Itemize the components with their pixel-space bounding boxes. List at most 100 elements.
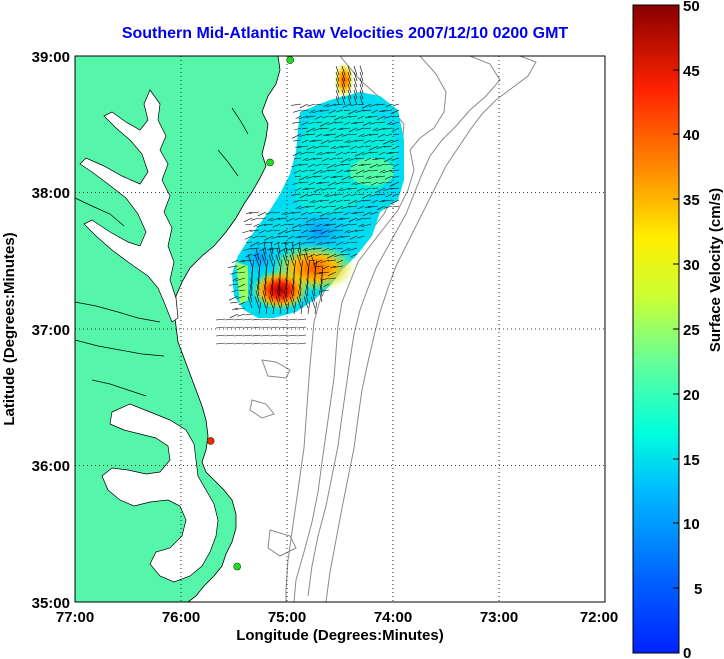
- velocity-vector: [328, 109, 337, 114]
- y-tick-labels: 39:00 38:00 37:00 36:00 35:00: [32, 49, 70, 612]
- velocity-vector: [306, 115, 316, 118]
- velocity-vector: [242, 318, 253, 321]
- velocity-vector: [341, 205, 351, 209]
- velocity-vector: [390, 109, 400, 115]
- velocity-vector: [318, 290, 323, 303]
- velocity-vector: [342, 103, 351, 108]
- velocity-vector: [319, 151, 330, 156]
- velocity-vector: [344, 229, 351, 233]
- velocity-vector: [369, 163, 379, 169]
- velocity-vector: [347, 71, 352, 82]
- velocity-vector: [361, 163, 372, 166]
- velocity-vector: [276, 290, 281, 303]
- velocity-vector: [365, 115, 372, 118]
- velocity-vector: [316, 121, 323, 124]
- velocity-vector: [242, 342, 253, 345]
- velocity-vector: [307, 163, 316, 168]
- velocity-vector: [371, 109, 379, 114]
- velocity-vector: [368, 205, 379, 208]
- velocity-vector: [349, 115, 358, 118]
- velocity-vector: [224, 318, 235, 321]
- velocity-vector: [265, 302, 269, 315]
- velocity-vector: [293, 139, 302, 142]
- y-tick-label: 38:00: [32, 185, 70, 202]
- velocity-vector: [376, 145, 386, 149]
- velocity-vector: [281, 241, 288, 244]
- velocity-vector: [309, 199, 316, 203]
- velocity-vector: [361, 193, 372, 199]
- velocity-vector: [273, 241, 281, 246]
- velocity-vector: [341, 115, 351, 119]
- velocity-vector: [266, 229, 274, 233]
- velocity-vector: [353, 71, 358, 82]
- velocity-vector: [320, 289, 330, 292]
- velocity-vector: [350, 103, 358, 107]
- velocity-vector: [235, 277, 246, 282]
- velocity-vector: [336, 139, 344, 142]
- velocity-vector: [357, 205, 365, 210]
- velocity-vector: [260, 326, 271, 329]
- velocity-vector: [267, 217, 274, 221]
- velocity-vector: [326, 163, 337, 169]
- velocity-vector: [263, 284, 267, 297]
- velocity-vector: [314, 205, 323, 210]
- velocity-vector: [320, 229, 330, 235]
- velocity-vector: [294, 217, 302, 221]
- velocity-vector: [356, 187, 365, 192]
- velocity-vector: [249, 241, 260, 247]
- velocity-vector: [299, 103, 309, 109]
- velocity-vector: [357, 235, 365, 239]
- velocity-vector: [329, 187, 337, 190]
- velocity-vector: [278, 318, 289, 321]
- velocity-vector: [350, 223, 358, 226]
- velocity-vector: [328, 259, 337, 262]
- velocity-vector: [294, 127, 302, 131]
- velocity-vector: [215, 342, 226, 345]
- velocity-vector: [351, 241, 358, 244]
- velocity-vector: [329, 277, 337, 280]
- plot-frame: [74, 55, 606, 603]
- velocity-vector: [342, 133, 351, 137]
- velocity-vector: [372, 187, 379, 190]
- velocity-vector: [348, 127, 358, 133]
- velocity-vector: [313, 127, 323, 131]
- velocity-vector: [265, 211, 274, 215]
- x-tick-label: 74:00: [374, 609, 412, 626]
- velocity-vector: [233, 334, 244, 337]
- velocity-vector: [370, 151, 379, 154]
- velocity-vector: [363, 169, 372, 173]
- velocity-vector: [340, 127, 351, 130]
- velocity-vector: [336, 199, 344, 203]
- velocity-vector: [322, 115, 330, 119]
- velocity-vector: [249, 284, 253, 297]
- velocity-vector: [276, 248, 281, 261]
- velocity-vector: [328, 199, 337, 204]
- velocity-vector: [316, 271, 323, 274]
- velocity-vector: [370, 181, 379, 186]
- velocity-vector: [291, 133, 302, 139]
- velocity-vector: [389, 151, 400, 154]
- velocity-vector: [300, 241, 309, 245]
- velocity-vector: [295, 205, 302, 209]
- velocity-vector: [355, 109, 365, 113]
- velocity-vector: [336, 229, 344, 232]
- velocity-vector: [242, 229, 253, 234]
- velocity-vector: [296, 254, 302, 267]
- velocity-vector: [245, 223, 253, 226]
- velocity-vector: [389, 121, 400, 126]
- velocity-vector: [347, 65, 352, 76]
- velocity-vector: [253, 223, 260, 227]
- plot-area: [75, 56, 605, 602]
- velocity-vector: [236, 295, 246, 299]
- velocity-vector: [256, 284, 260, 297]
- velocity-vector: [269, 326, 280, 329]
- y-tick-label: 36:00: [32, 458, 70, 475]
- velocity-vector: [382, 169, 393, 174]
- velocity-vector: [321, 157, 330, 162]
- velocity-vector: [329, 217, 337, 222]
- velocity-vector: [326, 133, 337, 136]
- velocity-vector: [375, 187, 386, 193]
- velocity-vector: [327, 121, 337, 125]
- velocity-vector: [356, 127, 365, 131]
- velocity-vector: [275, 254, 281, 267]
